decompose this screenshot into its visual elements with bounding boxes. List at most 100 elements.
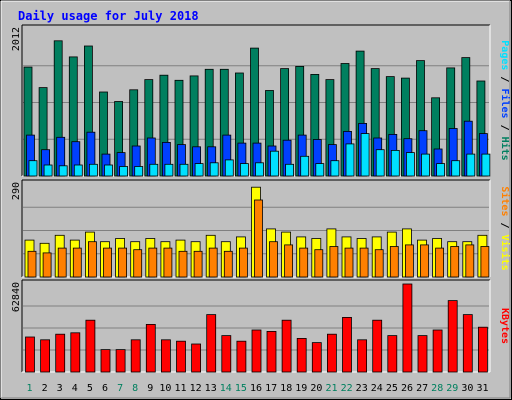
label-sep: / [499, 70, 510, 88]
bar-pages [28, 160, 38, 177]
x-tick-label: 26 [401, 383, 413, 394]
bar-kbytes [372, 319, 383, 373]
bar-kbytes [477, 326, 488, 373]
bar-sites [42, 252, 52, 278]
bar-pages [481, 153, 491, 177]
bar-kbytes [221, 335, 232, 373]
bar-sites [193, 250, 203, 278]
bar-kbytes [342, 316, 352, 373]
label-sep: / [499, 119, 510, 137]
bar-sites [480, 246, 490, 278]
x-tick-label: 17 [265, 383, 277, 394]
bar-kbytes [70, 332, 81, 373]
panel-visits-sites: 290 Sites / Visits [11, 179, 511, 278]
bar-kbytes [236, 340, 247, 373]
bar-pages [421, 153, 430, 177]
x-tick-label: 23 [356, 383, 368, 394]
bar-pages [375, 149, 385, 177]
bar-kbytes [296, 337, 307, 373]
bar-pages [149, 163, 159, 177]
bar-pages [89, 163, 98, 177]
bar-kbytes [462, 314, 473, 373]
panel-hits-files-pages: 2012 Pages / Files / Hits [11, 24, 511, 177]
x-tick-label: 28 [431, 383, 443, 394]
bar-sites [329, 246, 339, 278]
bar-kbytes [447, 300, 458, 373]
bar-pages [104, 164, 113, 177]
x-tick-label: 5 [87, 383, 93, 394]
bar-sites [299, 247, 309, 278]
bar-pages [451, 160, 461, 177]
bar-pages [270, 150, 279, 177]
bar-sites [269, 241, 278, 278]
x-tick-label: 25 [386, 383, 398, 394]
x-tick-label: 8 [132, 383, 138, 394]
bar-kbytes [357, 339, 368, 373]
label-kbytes: KBytes [499, 308, 510, 344]
right-axis-label: Pages / Files / Hits [499, 40, 511, 160]
bar-pages [255, 162, 264, 177]
bar-pages [134, 166, 144, 177]
bar-pages [58, 165, 68, 177]
bar-sites [314, 249, 324, 278]
x-tick-label: 29 [446, 383, 458, 394]
bar-sites [57, 247, 67, 278]
label-pages: Pages [499, 40, 510, 70]
bar-sites [118, 247, 127, 278]
bar-pages [194, 163, 204, 177]
bar-kbytes [115, 349, 126, 373]
bar-kbytes [100, 349, 111, 373]
bar-kbytes [145, 323, 156, 373]
bar-kbytes [176, 340, 186, 373]
x-tick-label: 14 [220, 383, 232, 394]
x-tick-label: 4 [72, 383, 78, 394]
bar-pages [466, 153, 476, 177]
bar-sites [238, 247, 248, 278]
bar-sites [88, 241, 97, 278]
x-tick-label: 11 [174, 383, 186, 394]
panel-kbytes: 62840 KBytes [11, 279, 510, 373]
x-tick-label: 22 [341, 383, 353, 394]
bar-pages [209, 162, 219, 177]
bar-pages [405, 152, 415, 177]
y-max-label: 290 [11, 182, 22, 200]
bar-sites [223, 250, 233, 278]
bar-kbytes [85, 319, 96, 373]
label-files: Files [499, 88, 511, 118]
label-hits: Hits [499, 137, 511, 161]
bar-sites [148, 247, 158, 278]
chart-title: Daily usage for July 2018 [18, 9, 199, 23]
bar-kbytes [55, 333, 66, 373]
bar-kbytes [387, 335, 398, 373]
bar-sites [208, 247, 218, 278]
bar-sites [359, 247, 369, 278]
x-tick-label: 1 [26, 383, 32, 394]
x-tick-label: 21 [325, 383, 337, 394]
x-tick-label: 7 [117, 383, 123, 394]
y-max-label: 2012 [11, 27, 22, 51]
label-visits: Visits [499, 235, 511, 271]
x-tick-label: 10 [159, 383, 171, 394]
bar-kbytes [266, 330, 277, 373]
bar-sites [133, 249, 143, 278]
bar-pages [315, 163, 325, 177]
bar-pages [239, 163, 249, 177]
bar-kbytes [326, 333, 337, 373]
bar-sites [284, 244, 294, 278]
bar-kbytes [281, 319, 292, 373]
bar-sites [72, 247, 82, 278]
bar-kbytes [402, 283, 413, 373]
bar-kbytes [25, 336, 35, 373]
bar-pages [330, 160, 340, 177]
bar-pages [164, 163, 174, 177]
bar-kbytes [417, 335, 428, 373]
bar-kbytes [40, 339, 50, 373]
x-tick-label: 30 [461, 383, 473, 394]
bar-sites [103, 247, 112, 278]
bar-sites [389, 246, 399, 278]
bar-pages [360, 133, 370, 177]
bar-sites [374, 249, 384, 278]
label-sep: / [499, 216, 510, 234]
bar-kbytes [160, 339, 171, 373]
